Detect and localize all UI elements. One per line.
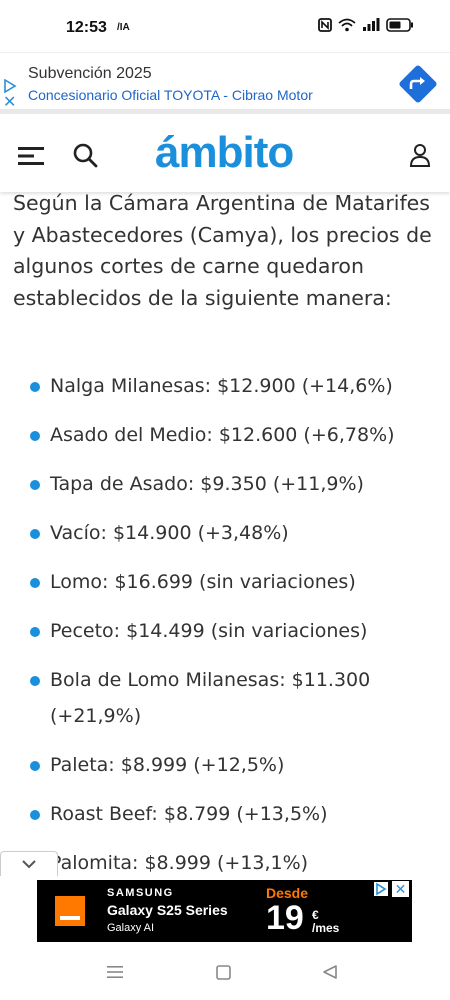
ad-close-button[interactable]: ✕ (392, 881, 409, 897)
site-header: ámbito (0, 120, 450, 192)
system-nav-bar (0, 948, 450, 1000)
ad-title[interactable]: Subvención 2025 (28, 65, 152, 82)
status-time: 12:53 (66, 19, 107, 36)
bullet-dot (30, 529, 40, 539)
ad-currency: € (312, 908, 319, 922)
bullet-dot (30, 578, 40, 588)
bullet-dot (30, 627, 40, 637)
menu-icon[interactable] (18, 146, 44, 166)
adchoices-icon[interactable] (374, 882, 388, 896)
ad-model: Galaxy S25 Series (107, 902, 228, 918)
list-item-text: Nalga Milanesas: $12.900 (+14,6%) (50, 375, 393, 397)
list-item-text: Palomita: $8.999 (+13,1%) (50, 852, 309, 874)
nfc-icon (318, 18, 332, 32)
recent-apps-icon[interactable] (106, 964, 124, 980)
status-bar: 12:53 /IA (0, 0, 450, 52)
user-icon[interactable] (408, 142, 432, 168)
list-item-text: Paleta: $8.999 (+12,5%) (50, 754, 285, 776)
price-list: Nalga Milanesas: $12.900 (+14,6%) Asado … (0, 368, 450, 876)
back-icon[interactable] (322, 964, 338, 980)
list-item: Palomita: $8.999 (+13,1%) (0, 845, 450, 876)
ad-subtitle[interactable]: Concesionario Oficial TOYOTA - Cibrao Mo… (28, 87, 313, 103)
list-item: Peceto: $14.499 (sin variaciones) (0, 613, 450, 649)
bullet-dot (30, 431, 40, 441)
adchoices-icon[interactable] (3, 79, 17, 93)
battery-icon (386, 18, 413, 32)
list-item: Asado del Medio: $12.600 (+6,78%) (0, 417, 450, 453)
list-item: Lomo: $16.699 (sin variaciones) (0, 564, 450, 600)
ad-ai-label: Galaxy AI (107, 922, 155, 934)
home-icon[interactable] (216, 965, 231, 980)
chevron-down-icon[interactable] (21, 858, 37, 870)
list-item-text: Roast Beef: $8.799 (+13,5%) (50, 803, 328, 825)
list-item-text: Tapa de Asado: $9.350 (+11,9%) (50, 473, 364, 495)
bottom-ad-banner[interactable]: SAMSUNG Galaxy S25 Series Galaxy AI Desd… (37, 880, 412, 942)
status-icons (318, 18, 414, 32)
ad-from-label: Desde (266, 885, 309, 901)
list-item: Nalga Milanesas: $12.900 (+14,6%) (0, 368, 450, 404)
bullet-dot (30, 676, 40, 686)
search-icon[interactable] (72, 142, 98, 168)
article-body: Según la Cámara Argentina de Matarifes y… (0, 192, 450, 876)
top-ad-banner[interactable]: ✕ Subvención 2025 Concesionario Oficial … (0, 52, 450, 114)
bullet-dot (30, 382, 40, 392)
list-item-text: Bola de Lomo Milanesas: $11.300 (+21,9%) (50, 669, 371, 727)
list-item-text: Peceto: $14.499 (sin variaciones) (50, 620, 368, 642)
directions-icon[interactable] (398, 64, 438, 104)
bullet-dot (30, 810, 40, 820)
signal-icon (363, 18, 380, 31)
wifi-icon (338, 18, 356, 32)
ad-brand: SAMSUNG (107, 887, 174, 899)
site-logo[interactable]: ámbito (155, 128, 294, 177)
ad-close-button[interactable]: ✕ (3, 94, 17, 111)
status-carrier: /IA (117, 22, 130, 33)
list-item: Roast Beef: $8.799 (+13,5%) (0, 796, 450, 832)
list-item: Paleta: $8.999 (+12,5%) (0, 747, 450, 783)
list-item-text: Lomo: $16.699 (sin variaciones) (50, 571, 356, 593)
ad-collapse-toggle[interactable] (0, 851, 58, 877)
list-item: Tapa de Asado: $9.350 (+11,9%) (0, 466, 450, 502)
bullet-dot (30, 761, 40, 771)
article-intro: Según la Cámara Argentina de Matarifes y… (13, 192, 432, 310)
orange-logo (55, 896, 85, 926)
bullet-dot (30, 480, 40, 490)
list-item: Vacío: $14.900 (+3,48%) (0, 515, 450, 551)
list-item: Bola de Lomo Milanesas: $11.300 (+21,9%) (0, 662, 450, 734)
ad-price: 19 (266, 899, 304, 937)
list-item-text: Vacío: $14.900 (+3,48%) (50, 522, 289, 544)
ad-per-month: /mes (312, 921, 340, 935)
list-item-text: Asado del Medio: $12.600 (+6,78%) (50, 424, 395, 446)
